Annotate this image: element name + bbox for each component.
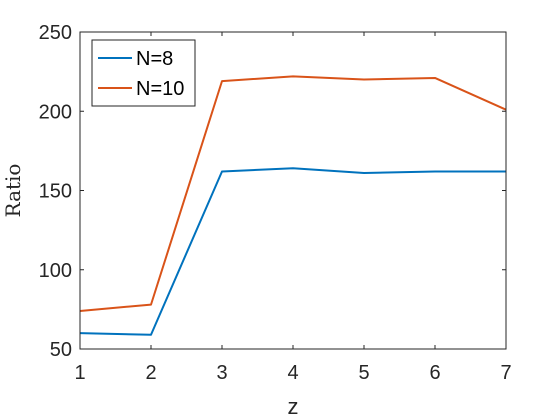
legend: N=8 N=10 <box>91 39 196 107</box>
x-tick-label: 4 <box>287 362 298 384</box>
y-tick-label: 100 <box>39 260 72 282</box>
y-tick-label: 50 <box>50 339 72 361</box>
legend-label-1: N=10 <box>136 78 184 100</box>
x-tick-label: 5 <box>358 362 369 384</box>
x-axis-label: z <box>288 394 299 419</box>
x-tick-label: 7 <box>500 362 511 384</box>
y-tick-labels: 50 100 150 200 250 <box>39 22 72 361</box>
x-tick-labels: 1 2 3 4 5 6 7 <box>74 362 511 384</box>
series-line-0 <box>79 167 506 336</box>
series-lines <box>79 75 507 336</box>
legend-label-0: N=8 <box>136 48 173 70</box>
series-line-1 <box>79 75 507 312</box>
x-tick-label: 1 <box>74 362 85 384</box>
tick-marks <box>79 31 507 350</box>
x-tick-label: 2 <box>145 362 156 384</box>
y-tick-label: 250 <box>39 22 72 44</box>
y-axis-label: Ratio <box>1 164 25 218</box>
x-tick-label: 6 <box>429 362 440 384</box>
x-tick-label: 3 <box>216 362 227 384</box>
y-tick-label: 200 <box>39 101 72 123</box>
legend-box <box>91 39 196 107</box>
y-tick-label: 150 <box>39 181 72 203</box>
